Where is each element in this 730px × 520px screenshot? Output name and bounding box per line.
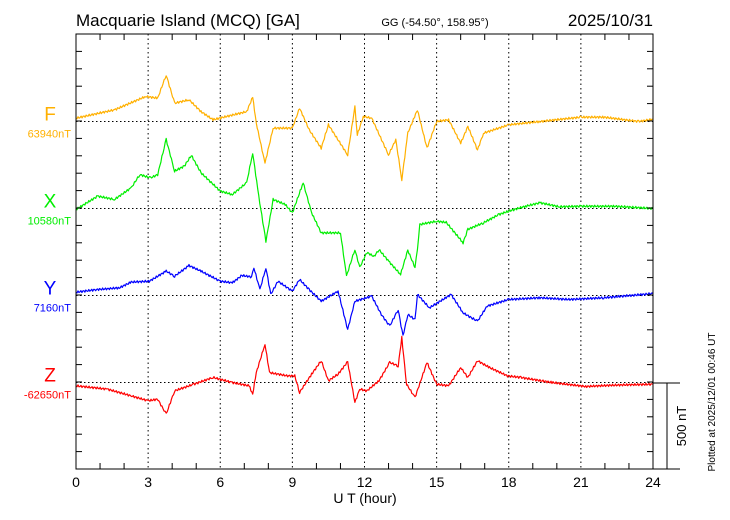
chart-title: Macquarie Island (MCQ) [GA] (76, 11, 300, 30)
x-tick-label: 12 (357, 474, 373, 490)
baseline-value-X: 10580nT (28, 216, 72, 228)
x-tick-label: 3 (144, 474, 152, 490)
x-tick-label: 6 (216, 474, 224, 490)
x-tick-label: 0 (72, 474, 80, 490)
scale-bar: 500 nT (653, 382, 689, 470)
series-name-F: F (44, 105, 56, 126)
x-axis-ticks: 0 3 6 9 12 15 18 21 24 (72, 34, 661, 490)
series-name-Y: Y (44, 279, 57, 300)
baseline-value-Z: -62650nT (24, 390, 71, 402)
x-tick-label: 18 (501, 474, 517, 490)
series-name-Z: Z (44, 366, 56, 387)
x-tick-label: 24 (645, 474, 661, 490)
x-axis-label: U T (hour) (333, 490, 396, 506)
grid (76, 34, 653, 469)
x-tick-label: 21 (573, 474, 589, 490)
chart-subtitle: GG (-54.50°, 158.95°) (381, 17, 488, 29)
series-name-X: X (44, 192, 57, 213)
scale-bar-label: 500 nT (674, 406, 689, 447)
chart-date: 2025/10/31 (568, 11, 653, 30)
series-line-Z (75, 335, 654, 414)
plotted-at-footer: Plotted at 2025/12/01 00:46 UT (707, 333, 718, 472)
series-line-Y (75, 263, 654, 336)
x-tick-label: 15 (429, 474, 445, 490)
baseline-value-Y: 7160nT (34, 303, 72, 315)
series-line-F (75, 75, 653, 182)
plot-frame (75, 33, 654, 470)
series-line-X (75, 137, 654, 277)
traces: F 63940nT X 10580nT Y 7160nT Z -62650nT (24, 75, 654, 414)
baseline-value-F: 63940nT (28, 129, 72, 141)
x-tick-label: 9 (288, 474, 296, 490)
